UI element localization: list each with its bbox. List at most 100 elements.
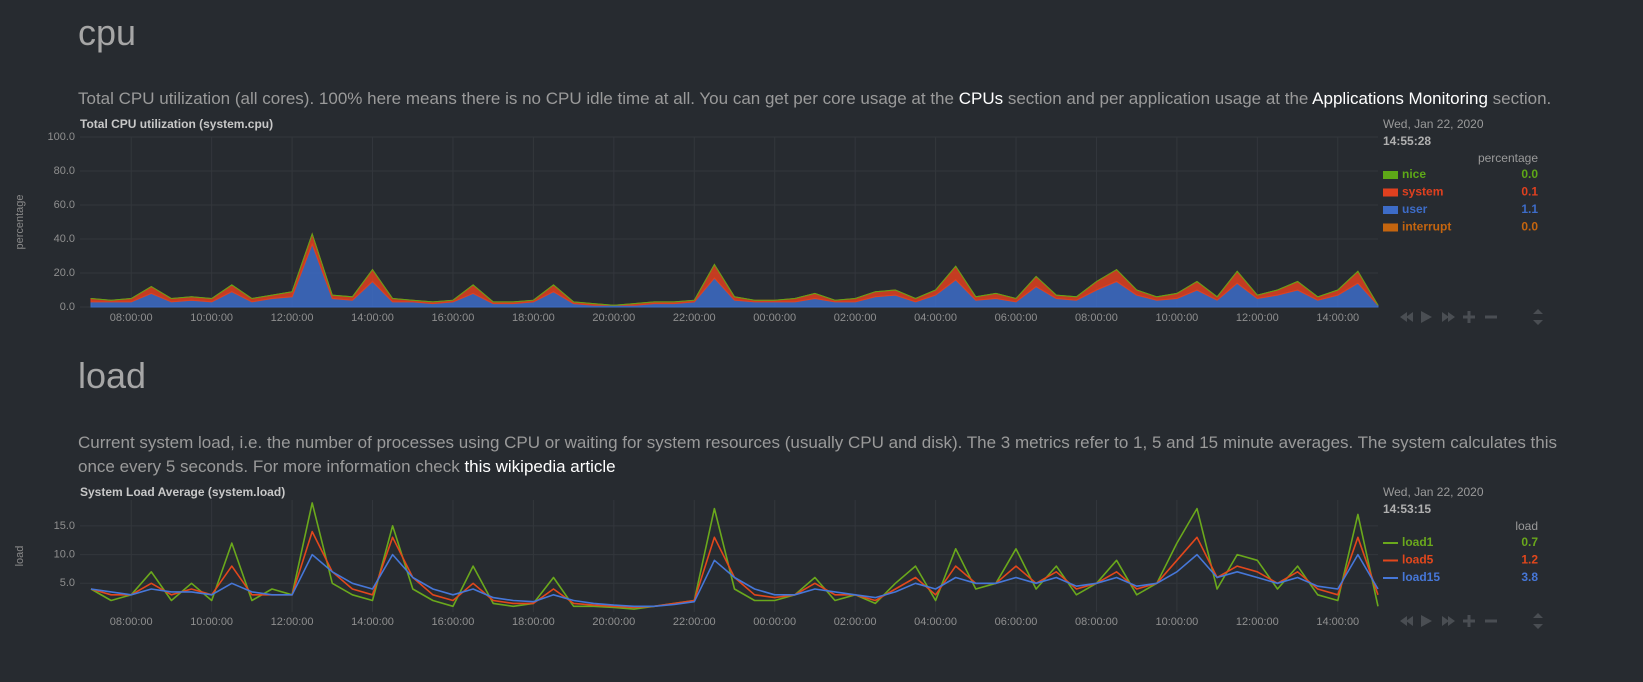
x-tick-label: 08:00:00 xyxy=(1075,616,1118,628)
area-series xyxy=(90,232,1379,306)
x-tick-label: 04:00:00 xyxy=(914,312,957,324)
x-tick-label: 06:00:00 xyxy=(995,312,1038,324)
y-tick-label: 80.0 xyxy=(54,165,75,177)
x-tick-label: 18:00:00 xyxy=(512,312,555,324)
x-tick-label: 08:00:00 xyxy=(110,616,153,628)
x-tick-label: 08:00:00 xyxy=(110,312,153,324)
y-tick-label: 0.0 xyxy=(60,301,75,313)
legend-value: 1.2 xyxy=(1521,553,1538,567)
legend-units: load xyxy=(1515,519,1538,533)
x-tick-label: 02:00:00 xyxy=(834,616,877,628)
legend-name[interactable]: load15 xyxy=(1402,570,1440,584)
chart-controls[interactable] xyxy=(1400,309,1543,325)
cpu-section: cpu Total CPU utilization (all cores). 1… xyxy=(78,12,1558,111)
x-tick-label: 10:00:00 xyxy=(1155,616,1198,628)
legend-value: 0.0 xyxy=(1521,220,1538,234)
x-tick-label: 04:00:00 xyxy=(914,616,957,628)
x-tick-label: 06:00:00 xyxy=(995,616,1038,628)
section-description: Current system load, i.e. the number of … xyxy=(78,431,1558,479)
legend-name[interactable]: system xyxy=(1402,185,1443,199)
legend-time: 14:53:15 xyxy=(1383,502,1431,516)
legend-value: 0.0 xyxy=(1521,167,1538,181)
y-tick-label: 5.0 xyxy=(60,577,75,589)
x-tick-label: 12:00:00 xyxy=(1236,312,1279,324)
legend-name[interactable]: load1 xyxy=(1402,535,1434,549)
section-description: Total CPU utilization (all cores). 100% … xyxy=(78,87,1558,111)
y-tick-label: 10.0 xyxy=(54,548,75,560)
legend-value: 1.1 xyxy=(1521,202,1538,216)
control-forward xyxy=(1442,616,1455,626)
legend-swatch xyxy=(1383,171,1398,179)
x-tick-label: 00:00:00 xyxy=(753,312,796,324)
y-tick-label: 40.0 xyxy=(54,233,75,245)
control-play xyxy=(1421,311,1432,323)
legend-date: Wed, Jan 22, 2020 xyxy=(1383,485,1484,499)
link[interactable]: Applications Monitoring xyxy=(1312,89,1488,108)
x-tick-label: 14:00:00 xyxy=(1316,312,1359,324)
x-tick-label: 08:00:00 xyxy=(1075,312,1118,324)
legend-time: 14:55:28 xyxy=(1383,134,1431,148)
chart-title: System Load Average (system.load) xyxy=(80,485,285,499)
description-text: section. xyxy=(1487,89,1552,108)
control-forward xyxy=(1442,312,1455,322)
x-tick-label: 16:00:00 xyxy=(432,312,475,324)
legend-swatch xyxy=(1383,223,1398,232)
control-play xyxy=(1421,615,1432,627)
x-tick-label: 14:00:00 xyxy=(1316,616,1359,628)
x-tick-label: 12:00:00 xyxy=(1236,616,1279,628)
legend-units: percentage xyxy=(1478,151,1538,165)
control-zoom-out xyxy=(1485,619,1497,623)
x-tick-label: 00:00:00 xyxy=(753,616,796,628)
legend-date: Wed, Jan 22, 2020 xyxy=(1383,117,1484,131)
x-tick-label: 22:00:00 xyxy=(673,312,716,324)
link[interactable]: this wikipedia article xyxy=(464,457,616,476)
legend-swatch xyxy=(1383,188,1398,197)
control-resize xyxy=(1533,613,1543,629)
legend-name[interactable]: interrupt xyxy=(1402,220,1451,234)
chart-title: Total CPU utilization (system.cpu) xyxy=(80,117,273,131)
control-rewind xyxy=(1400,312,1413,322)
description-text: section and per application usage at the xyxy=(1003,89,1313,108)
x-tick-label: 10:00:00 xyxy=(1155,312,1198,324)
section-heading: cpu xyxy=(78,12,137,53)
y-axis-label: load xyxy=(14,546,26,567)
x-tick-label: 14:00:00 xyxy=(351,312,394,324)
x-tick-label: 02:00:00 xyxy=(834,312,877,324)
description-text: Total CPU utilization (all cores). 100% … xyxy=(78,89,959,108)
x-tick-label: 16:00:00 xyxy=(432,616,475,628)
legend-value: 0.1 xyxy=(1521,185,1538,199)
y-tick-label: 60.0 xyxy=(54,199,75,211)
control-rewind xyxy=(1400,616,1413,626)
legend-name[interactable]: load5 xyxy=(1402,553,1434,567)
line-series xyxy=(90,502,1379,610)
load-section: load Current system load, i.e. the numbe… xyxy=(78,355,1558,479)
control-zoom-in xyxy=(1463,615,1475,627)
chart-controls[interactable] xyxy=(1400,613,1543,629)
x-tick-label: 10:00:00 xyxy=(190,616,233,628)
control-zoom-in xyxy=(1463,311,1475,323)
section-heading: load xyxy=(78,355,147,396)
line-series xyxy=(90,553,1379,608)
y-axis-label: percentage xyxy=(14,194,26,249)
area-series xyxy=(90,232,1379,306)
x-tick-label: 12:00:00 xyxy=(271,312,314,324)
link[interactable]: CPUs xyxy=(958,89,1004,108)
x-tick-label: 12:00:00 xyxy=(271,616,314,628)
line-series xyxy=(90,530,1379,609)
x-tick-label: 22:00:00 xyxy=(673,616,716,628)
y-tick-label: 20.0 xyxy=(54,267,75,279)
description-text: Current system load, i.e. the number of … xyxy=(78,433,1558,476)
x-tick-label: 14:00:00 xyxy=(351,616,394,628)
x-tick-label: 18:00:00 xyxy=(512,616,555,628)
y-tick-label: 15.0 xyxy=(54,520,75,532)
legend-name[interactable]: nice xyxy=(1402,167,1426,181)
x-tick-label: 20:00:00 xyxy=(592,616,635,628)
x-tick-label: 10:00:00 xyxy=(190,312,233,324)
legend-name[interactable]: user xyxy=(1402,202,1428,216)
x-tick-label: 20:00:00 xyxy=(592,312,635,324)
y-tick-label: 100.0 xyxy=(47,131,75,143)
control-resize xyxy=(1533,309,1543,325)
legend-value: 3.8 xyxy=(1521,570,1538,584)
